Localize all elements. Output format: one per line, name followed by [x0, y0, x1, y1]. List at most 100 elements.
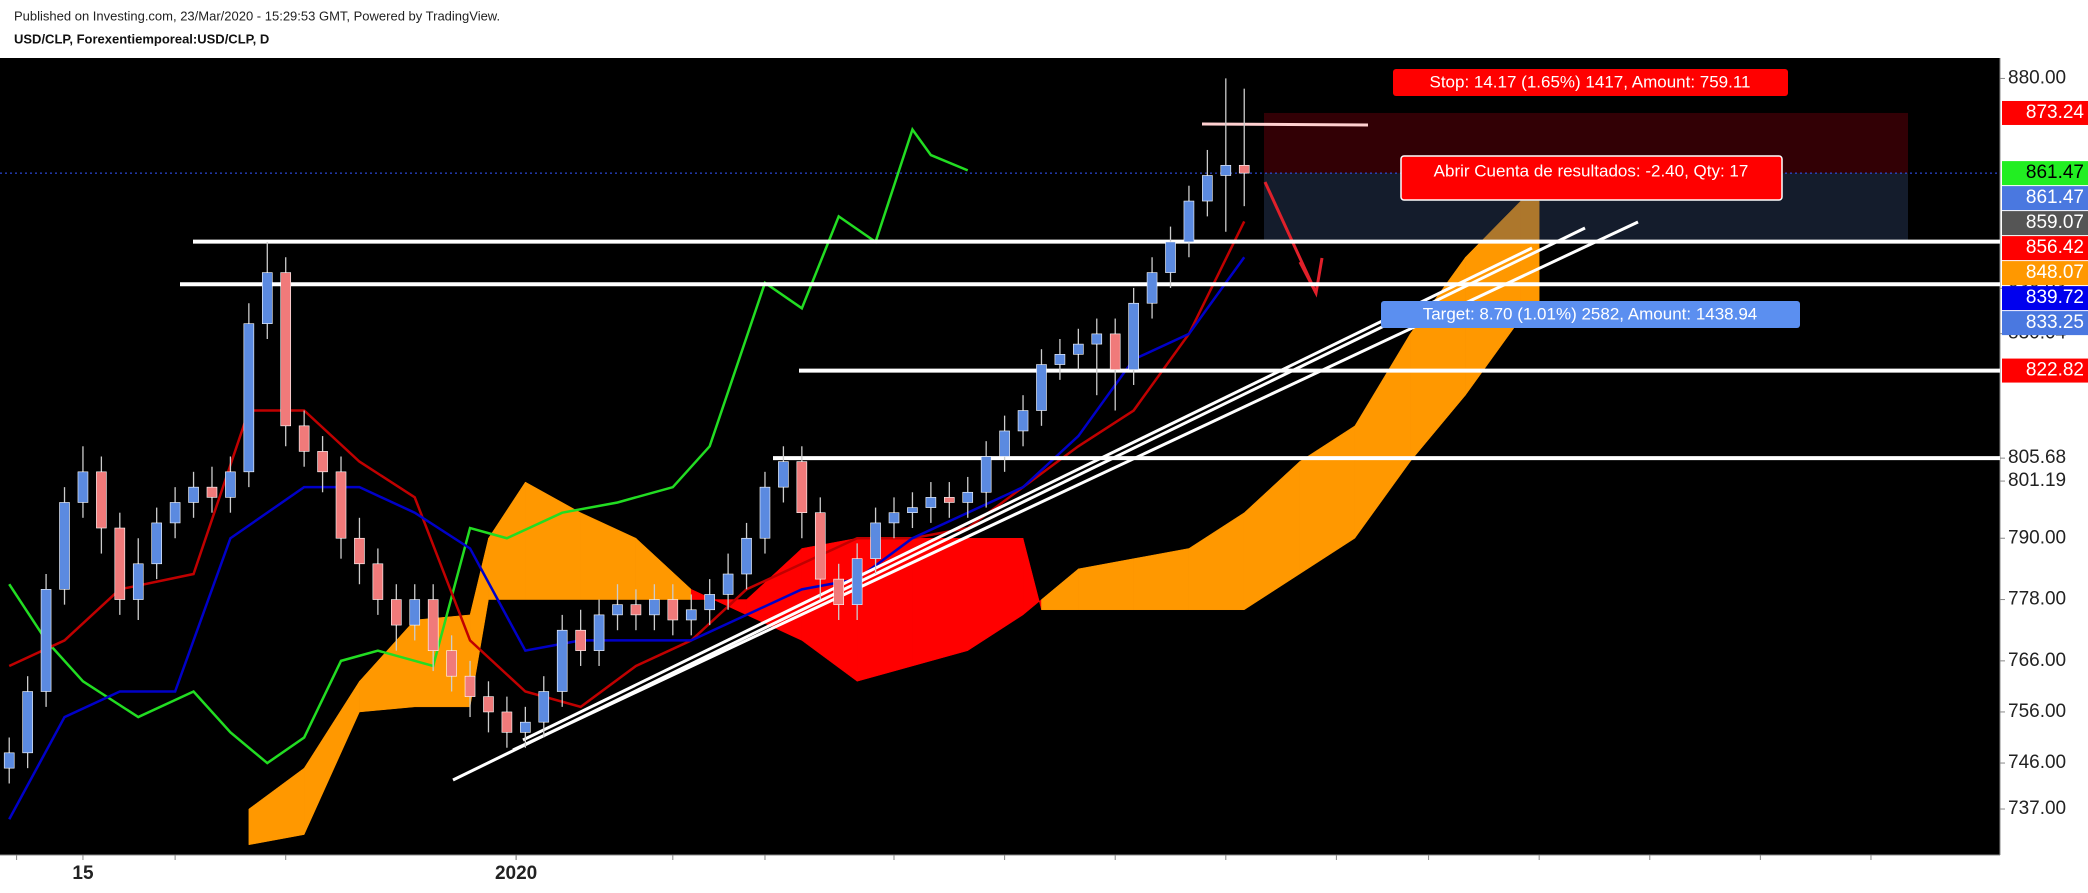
- pnl-box: [1400, 155, 1783, 201]
- candle-body: [1128, 302, 1139, 370]
- stop-label: Stop: 14.17 (1.65%) 1417, Amount: 759.11: [1429, 72, 1750, 91]
- candle-body: [391, 599, 402, 626]
- y-tick-label: 805.68: [2008, 447, 2066, 468]
- candle-body: [243, 323, 255, 473]
- candle-body: [851, 558, 863, 605]
- published-note: Published on Investing.com, 23/Mar/2020 …: [14, 8, 500, 23]
- candle-body: [483, 696, 494, 713]
- candle-body: [225, 471, 236, 498]
- x-tick-label: 15: [72, 863, 94, 884]
- candle-body: [317, 451, 328, 473]
- candle-body: [1165, 241, 1176, 273]
- price-label-box: [2002, 161, 2088, 186]
- price-label-box: [2002, 261, 2088, 286]
- candle-body: [925, 497, 937, 508]
- candle-body: [649, 599, 660, 616]
- stop-box: [1393, 69, 1788, 96]
- candle-body: [520, 721, 531, 733]
- cloud-layer: [248, 200, 1540, 846]
- price-label-box: [2002, 311, 2088, 336]
- price-label-box: [2002, 186, 2088, 211]
- candle-body: [501, 711, 513, 733]
- symbol-title: USD/CLP, Forexentiemporeal:USD/CLP, D: [14, 31, 269, 46]
- candle-body: [114, 527, 126, 600]
- price-label: 859.07: [2026, 212, 2084, 233]
- price-label: 861.47: [2026, 162, 2084, 183]
- candle-body: [796, 461, 808, 513]
- candle-body: [704, 594, 715, 611]
- notes-layer: Stop: 14.17 (1.65%) 1417, Amount: 759.11…: [1381, 69, 1800, 328]
- candle-body: [1146, 272, 1158, 304]
- candle-body: [1036, 364, 1047, 411]
- target-label: Target: 8.70 (1.01%) 2582, Amount: 1438.…: [1423, 304, 1758, 323]
- y-tick-label: 737.00: [2008, 798, 2066, 819]
- candle-body: [1073, 343, 1084, 355]
- price-label: 848.07: [2026, 262, 2084, 283]
- candle-body: [667, 599, 679, 621]
- candles-layer: [3, 78, 1250, 784]
- candle-body: [169, 502, 181, 524]
- arrow-head: [1298, 257, 1324, 298]
- indicator-line: [8, 256, 1246, 820]
- candle-body: [907, 507, 918, 513]
- y-tick-label: 746.00: [2008, 752, 2066, 773]
- candle-body: [1202, 175, 1213, 202]
- price-label: 839.72: [2026, 287, 2084, 308]
- candle-body: [722, 573, 734, 595]
- price-label-box: [2002, 211, 2088, 236]
- price-label: 833.25: [2026, 312, 2084, 333]
- candle-body: [3, 752, 15, 769]
- x-tick-label: 2020: [495, 863, 537, 884]
- candle-body: [298, 425, 310, 452]
- y-tick-label: 801.19: [2008, 470, 2066, 491]
- candle-body: [593, 614, 605, 651]
- candle-body: [59, 502, 70, 590]
- candle-body: [814, 512, 826, 580]
- axis-layer: 880.00838.93830.04805.68801.19790.00778.…: [16, 67, 2088, 884]
- candle-body: [612, 604, 623, 616]
- candle-body: [1017, 410, 1029, 432]
- candle-body: [1109, 333, 1121, 370]
- candle-body: [77, 471, 89, 503]
- price-label: 856.42: [2026, 237, 2084, 258]
- candle-body: [759, 486, 771, 539]
- candle-body: [261, 272, 273, 324]
- candle-body: [980, 456, 992, 493]
- candle-body: [1238, 164, 1250, 174]
- pnl-label: Abrir Cuenta de resultados: -2.40, Qty: …: [1434, 161, 1749, 180]
- candle-body: [372, 563, 384, 600]
- candle-body: [96, 471, 107, 529]
- candle-body: [464, 675, 476, 697]
- candle-body: [888, 512, 900, 524]
- candle-body: [741, 537, 752, 575]
- candle-body: [354, 537, 365, 565]
- candle-body: [962, 491, 974, 503]
- candle-body: [188, 486, 199, 503]
- candle-body: [335, 471, 347, 539]
- y-tick-label: 880.00: [2008, 67, 2066, 88]
- candle-body: [1183, 200, 1195, 243]
- candle-body: [1091, 333, 1103, 345]
- cloud-segment: [1133, 548, 1190, 611]
- candle-body: [1054, 354, 1066, 365]
- y-tick-label: 790.00: [2008, 527, 2066, 548]
- candle-body: [833, 578, 845, 605]
- candle-body: [630, 604, 642, 616]
- candle-body: [206, 486, 218, 498]
- price-label-box: [2002, 236, 2088, 261]
- candle-body: [409, 599, 421, 626]
- candle-body: [40, 589, 52, 692]
- candle-body: [538, 691, 550, 723]
- candle-body: [778, 461, 789, 488]
- candle-body: [446, 650, 457, 677]
- price-label: 861.47: [2026, 187, 2084, 208]
- candle-body: [685, 609, 697, 621]
- y-tick-label: 756.00: [2008, 701, 2066, 722]
- candle-body: [132, 563, 144, 600]
- short-line: [1201, 122, 1369, 127]
- price-label-box: [2002, 100, 2088, 125]
- candle-body: [999, 430, 1010, 457]
- candle-body: [22, 691, 33, 754]
- candle-body: [1220, 164, 1232, 176]
